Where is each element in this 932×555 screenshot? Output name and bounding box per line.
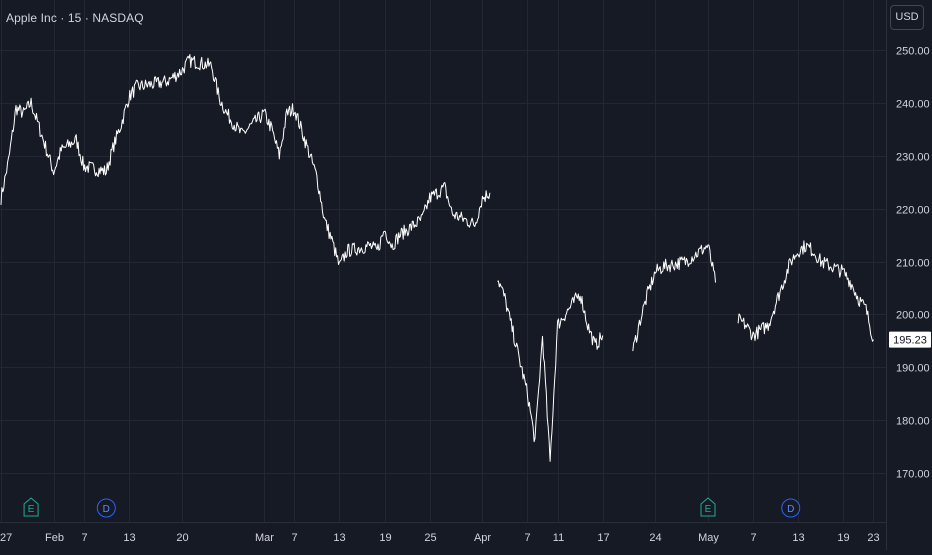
price-tick-label: 170.00 [896, 469, 930, 481]
price-tick-label: 210.00 [896, 258, 930, 270]
time-tick-label: 19 [379, 532, 391, 544]
price-series [0, 54, 874, 462]
last-price-box [889, 331, 931, 348]
price-tick-label: 230.00 [896, 152, 930, 164]
earnings-marker[interactable]: E [23, 497, 39, 517]
price-line-segment [737, 240, 874, 342]
event-marker-label: D [787, 504, 794, 515]
currency-button[interactable]: USD [890, 5, 924, 30]
time-tick-label: 11 [553, 532, 564, 544]
price-tick-label: 240.00 [896, 99, 930, 111]
time-tick-label: 27 [0, 532, 12, 544]
time-tick-label: 23 [867, 532, 879, 544]
last-price-tag: 195.23 [889, 331, 931, 348]
time-tick-label: 19 [837, 532, 849, 544]
time-tick-label: 7 [750, 532, 756, 544]
price-axis[interactable]: 250.00 240.00 230.00 220.00 210.00 200.00 190.… [896, 46, 930, 481]
event-marker-label: E [705, 504, 712, 515]
symbol-title: Apple Inc · 15 · NASDAQ [6, 11, 144, 25]
time-tick-label: 7 [81, 532, 87, 544]
time-tick-label: Apr [474, 532, 491, 544]
time-tick-label: 20 [176, 532, 188, 544]
price-line-segment [632, 244, 716, 352]
earnings-marker-shape [23, 497, 39, 517]
price-tick-label: 220.00 [896, 205, 930, 217]
price-tick-label: 200.00 [896, 310, 930, 322]
earnings-marker-shape [700, 497, 716, 517]
price-line-segment [0, 54, 491, 265]
earnings-marker[interactable]: E [700, 497, 716, 517]
price-line-segment [497, 280, 604, 462]
time-axis[interactable]: 27 Feb 7 13 20 Mar 7 13 19 25 Apr 7 11 17 24 May 7 13 19 23 [0, 532, 880, 544]
dividend-marker[interactable]: D [781, 498, 801, 518]
time-tick-label: 24 [649, 532, 661, 544]
time-tick-label: 25 [424, 532, 436, 544]
time-tick-label: 7 [291, 532, 297, 544]
grid [0, 0, 887, 550]
event-marker-label: D [103, 504, 110, 515]
last-price-label: 195.23 [893, 335, 927, 347]
dividend-marker-shape [96, 498, 116, 518]
time-tick-label: 13 [792, 532, 804, 544]
time-tick-label: 17 [597, 532, 609, 544]
time-tick-label: Feb [45, 532, 64, 544]
dividend-marker-shape [781, 498, 801, 518]
price-tick-label: 250.00 [896, 46, 930, 58]
event-marker-label: E [28, 504, 35, 515]
price-tick-label: 190.00 [896, 363, 930, 375]
time-tick-label: Mar [255, 532, 274, 544]
time-tick-label: 7 [524, 532, 530, 544]
dividend-marker[interactable]: D [96, 498, 116, 518]
time-tick-label: 13 [123, 532, 135, 544]
time-tick-label: 13 [333, 532, 345, 544]
time-tick-label: May [698, 532, 719, 544]
price-tick-label: 180.00 [896, 416, 930, 428]
